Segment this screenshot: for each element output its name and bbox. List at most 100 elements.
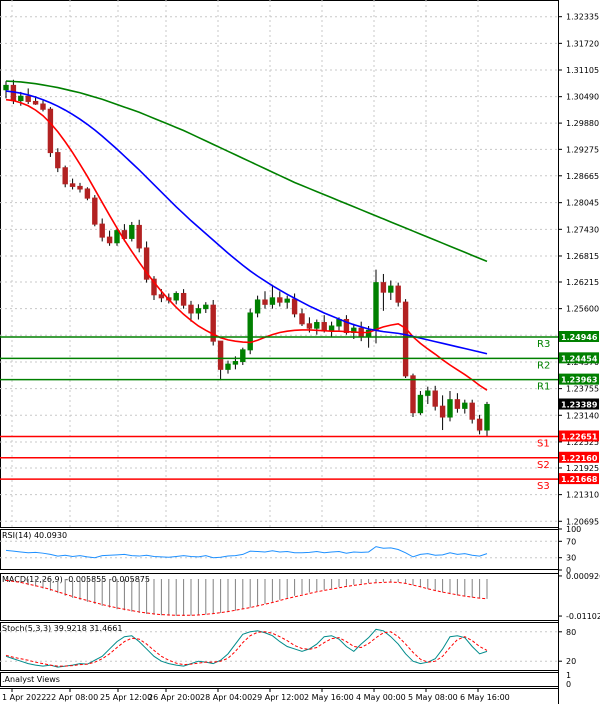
candle-body — [158, 294, 165, 299]
candle-body — [469, 402, 475, 420]
rsi-pane-label: RSI(14) 40.0930 — [2, 531, 67, 540]
level-price-box — [559, 331, 599, 343]
candle-body — [454, 399, 461, 409]
candle-body — [299, 313, 305, 325]
analyst-tick-label: 1 — [566, 671, 571, 680]
level-price-box — [559, 430, 599, 442]
candle-body — [402, 301, 409, 377]
price-tick-label: 1.22525 — [566, 438, 599, 447]
candle-body — [151, 278, 157, 296]
price-tick-label: 1.27430 — [566, 225, 599, 234]
candle-body — [247, 312, 253, 351]
analyst-pane-border — [0, 672, 559, 687]
rsi-pane-border — [0, 529, 559, 570]
price-tick-label: 1.29880 — [566, 119, 599, 128]
candle-body — [188, 304, 194, 314]
candle-body — [262, 299, 268, 305]
candle-body — [425, 390, 431, 396]
candle-body — [254, 299, 261, 314]
price-tick-label: 1.32335 — [566, 13, 599, 22]
candle-body — [129, 224, 135, 239]
candle-body — [417, 394, 424, 414]
price-tick-label: 1.20695 — [566, 517, 599, 526]
candle-body — [62, 167, 68, 185]
candle-body — [77, 185, 83, 190]
analyst-pane: .Analyst Views 10 — [0, 671, 571, 689]
x-tick-label: 22 Apr 08:00 — [46, 693, 98, 702]
rsi-pane-tick-label: 100 — [566, 525, 581, 534]
level-price-box — [559, 473, 599, 485]
candle-body — [447, 399, 453, 418]
candle-body — [195, 308, 202, 314]
price-tick-label: 1.30490 — [566, 93, 599, 102]
candle-body — [284, 298, 290, 303]
x-tick-label: 28 Apr 04:00 — [200, 693, 252, 702]
level-price-label: 1.22160 — [561, 454, 598, 463]
candle-body — [173, 292, 179, 301]
moving-average-line-3 — [5, 80, 488, 263]
price-pane-border — [0, 0, 559, 528]
macd-pane-tick-label: 0.000926 — [566, 572, 600, 581]
candle-body — [18, 95, 24, 102]
candle-body — [410, 375, 416, 414]
candle-body — [121, 230, 128, 239]
candle-body — [395, 285, 401, 303]
x-tick-label: 25 Apr 12:00 — [100, 693, 152, 702]
macd-pane-border — [0, 573, 559, 621]
macd-pane-tick-label: -0.011025 — [566, 612, 600, 621]
price-tick-label: 1.21310 — [566, 491, 599, 500]
candle-body — [217, 340, 224, 370]
stoch-pane-label: Stoch(5,3,3) 39.9218 31.4661 — [2, 624, 122, 633]
candle-body — [439, 405, 446, 418]
candle-body — [314, 322, 320, 329]
candle-body — [47, 108, 54, 154]
moving-average-line-1 — [5, 98, 488, 391]
x-tick-label: 2 May 16:00 — [304, 693, 354, 702]
level-price-label: 1.24454 — [561, 354, 598, 363]
candle-body — [136, 224, 142, 249]
stoch-pane-tick-label: 80 — [566, 628, 576, 637]
candle-body — [203, 304, 209, 310]
candle-body — [321, 322, 327, 331]
candle-body — [432, 390, 438, 407]
candle-body — [210, 304, 216, 342]
level-name-label: S2 — [537, 460, 550, 471]
price-tick-label: 1.28045 — [566, 199, 599, 208]
candle-body — [328, 325, 335, 331]
candle-body — [55, 152, 61, 169]
candle-body — [373, 282, 379, 331]
level-name-label: S1 — [537, 438, 550, 449]
level-name-label: R2 — [537, 360, 550, 371]
candle-body — [462, 402, 468, 409]
candle-body — [306, 323, 313, 329]
macd-pane: 0.000926 -0.011025 MACD(12,26,9) -0.005855… — [0, 572, 600, 621]
candle-body — [476, 418, 483, 431]
candle-body — [380, 282, 387, 293]
level-price-label: 1.23389 — [561, 400, 598, 409]
candle-body — [291, 298, 298, 315]
moving-average-line-2 — [5, 90, 488, 355]
candle-body — [269, 297, 276, 305]
candle-body — [232, 361, 239, 365]
level-price-label: 1.24946 — [561, 333, 598, 342]
candle-body — [10, 84, 17, 102]
rsi-pane-tick-label: 70 — [566, 537, 576, 546]
candle-body — [484, 403, 490, 431]
stoch-pane-tick-label: 20 — [566, 657, 576, 666]
price-tick-label: 1.31105 — [566, 66, 599, 75]
rsi-pane: 100 70 30 0 RSI(14) 40.0930 — [0, 525, 581, 575]
candle-body — [84, 188, 91, 199]
candle-body — [240, 349, 246, 363]
macd-signal-line — [5, 579, 488, 616]
price-tick-label: 1.21925 — [566, 464, 599, 473]
candle-body — [143, 247, 150, 280]
analyst-tick-label: 0 — [566, 680, 571, 689]
stoch-pane: 80 20 Stoch(5,3,3) 39.9218 31.4661 — [0, 622, 576, 671]
price-tick-label: 1.23140 — [566, 411, 599, 420]
level-price-label: 1.22651 — [561, 432, 598, 441]
candle-body — [180, 292, 187, 306]
price-tick-label: 1.28665 — [566, 172, 599, 181]
candle-body — [343, 318, 350, 333]
stoch-d-line — [5, 631, 488, 667]
